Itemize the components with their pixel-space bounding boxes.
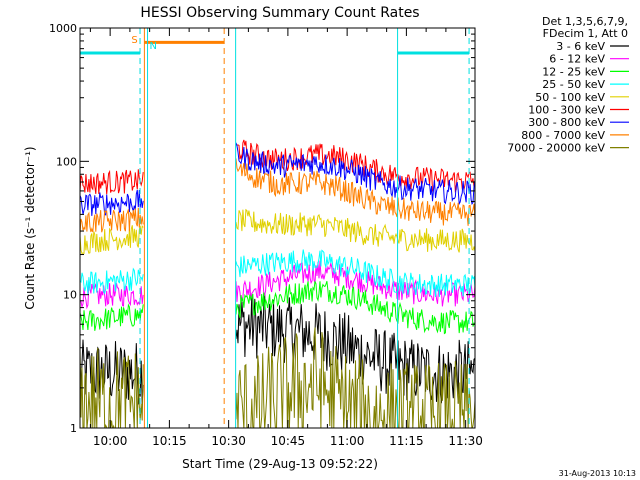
plot-frame <box>79 27 476 429</box>
y-tick-label: 1000 <box>49 22 77 35</box>
y-axis-label: Count Rate (s⁻¹ detector⁻¹) <box>23 146 37 309</box>
legend-header-line: FDecim 1, Att 0 <box>543 27 628 40</box>
legend-entry-label: 7000 - 20000 keV <box>507 142 605 155</box>
legend: Det 1,3,5,6,7,9,FDecim 1, Att 03 - 6 keV… <box>507 15 629 155</box>
legend-entry-label: 3 - 6 keV <box>556 40 605 53</box>
x-tick-label: 10:15 <box>152 434 187 448</box>
y-tick-label: 1 <box>70 422 77 435</box>
legend-entry-label: 300 - 800 keV <box>528 116 605 129</box>
x-tick-label: 10:45 <box>271 434 306 448</box>
series-6-12-kev-line <box>80 260 475 310</box>
series-3-6-kev-line <box>80 294 475 405</box>
y-tick-label: 100 <box>56 155 77 168</box>
series-12-25-kev-line <box>80 281 475 335</box>
x-tick-label: 11:15 <box>389 434 424 448</box>
marker-n: N <box>150 41 157 52</box>
marker-s: S <box>131 35 137 46</box>
chart-title: HESSI Observing Summary Count Rates <box>140 5 419 21</box>
series-800-7000-kev-line <box>80 158 475 234</box>
legend-entry-label: 12 - 25 keV <box>542 65 605 78</box>
legend-entry-label: 100 - 300 keV <box>528 104 605 117</box>
series-25-50-kev-line <box>80 249 475 298</box>
legend-header-line: Det 1,3,5,6,7,9, <box>542 15 628 28</box>
x-tick-label: 11:00 <box>330 434 365 448</box>
y-tick-label: 10 <box>63 289 77 302</box>
series-300-800-kev-line <box>80 142 475 216</box>
x-tick-label: 10:00 <box>93 434 128 448</box>
footer-date: 31-Aug-2013 10:13 <box>559 469 636 478</box>
legend-entry-label: 800 - 7000 keV <box>521 129 605 142</box>
legend-entry-label: 6 - 12 keV <box>549 53 605 66</box>
series-50-100-kev-line <box>80 208 475 255</box>
legend-entry-label: 25 - 50 keV <box>542 78 605 91</box>
plot-area: SN <box>80 28 475 428</box>
x-tick-label: 11:30 <box>448 434 483 448</box>
x-axis-label: Start Time (29-Aug-13 09:52:22) <box>182 457 378 471</box>
axes: 1 10 100 1000 10:00 10:15 10:30 10:45 11:00 11:15… <box>49 22 483 448</box>
x-tick-label: 10:30 <box>211 434 246 448</box>
legend-entry-label: 50 - 100 keV <box>535 91 605 104</box>
series-7000-20000-kev-line <box>80 327 475 428</box>
